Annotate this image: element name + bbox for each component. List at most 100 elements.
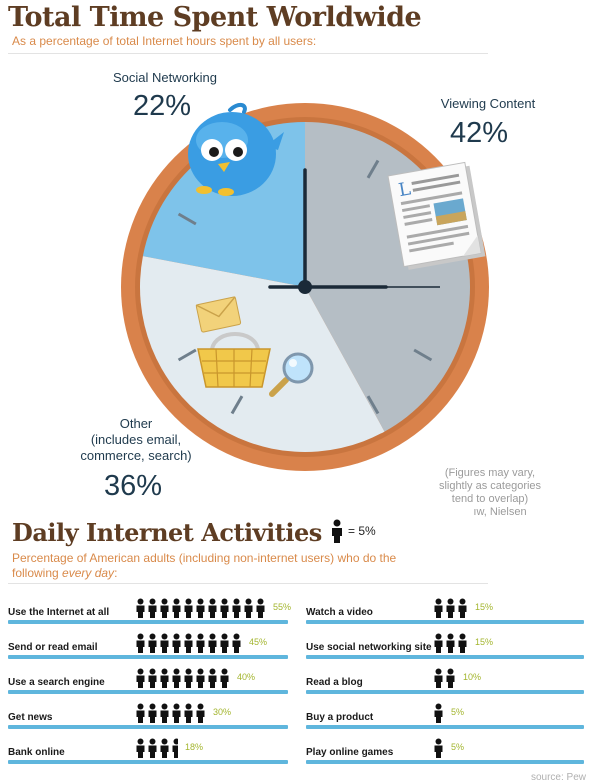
page-title: Total Time Spent Worldwide — [8, 2, 422, 33]
activity-row: Use social networking site 15% — [306, 633, 584, 659]
person-icon — [232, 633, 241, 653]
person-icon — [184, 633, 193, 653]
time-spent-clock-chart: L — [121, 103, 489, 471]
person-icon — [434, 633, 443, 653]
activity-row: Buy a product 5% — [306, 703, 584, 729]
activity-pictogram — [135, 668, 230, 688]
person-icon — [434, 668, 443, 688]
newspaper-icon: L — [387, 161, 486, 270]
envelope-icon — [195, 296, 242, 333]
activity-value: 18% — [185, 742, 204, 752]
clock-tick — [230, 395, 244, 415]
person-icon — [196, 598, 205, 618]
activities-title: Daily Internet Activities — [12, 518, 322, 547]
person-icon — [208, 633, 217, 653]
pie-label-other: Other (includes email, commerce, search) — [80, 416, 192, 463]
divider — [8, 53, 488, 54]
activity-value: 15% — [475, 637, 494, 647]
activities-legend: = 5% — [330, 519, 376, 543]
activity-label: Play online games — [306, 747, 394, 758]
activity-row: Use the Internet at all 55% — [8, 598, 291, 624]
activity-label: Read a blog — [306, 677, 363, 688]
person-icon — [148, 598, 157, 618]
activity-pictogram — [433, 633, 468, 653]
activity-value: 10% — [463, 672, 482, 682]
activity-pictogram — [433, 598, 468, 618]
pie-value-other: 36% — [104, 470, 163, 502]
person-icon — [172, 598, 181, 618]
activity-label: Use a search engine — [8, 677, 105, 688]
activity-pictogram — [135, 703, 206, 723]
pie-value-viewing: 42% — [450, 117, 509, 149]
activity-bar — [306, 655, 584, 659]
person-icon — [160, 633, 169, 653]
person-icon — [148, 633, 157, 653]
person-icon — [148, 703, 157, 723]
activity-value: 5% — [451, 707, 465, 717]
person-icon — [458, 633, 467, 653]
svg-text:L: L — [397, 178, 412, 201]
activity-row: Send or read email 45% — [8, 633, 288, 659]
clock-tick — [177, 212, 197, 226]
activity-row: Play online games 5% — [306, 738, 584, 764]
person-icon — [232, 598, 241, 618]
activity-value: 30% — [213, 707, 232, 717]
person-icon — [434, 738, 443, 758]
activity-bar — [306, 760, 584, 764]
activity-row: Use a search engine 40% — [8, 668, 288, 694]
person-icon — [160, 598, 169, 618]
clock-tick — [366, 159, 380, 179]
person-icon — [196, 668, 205, 688]
legend-label: = 5% — [348, 524, 376, 538]
person-icon — [184, 598, 193, 618]
clock-tick — [413, 348, 433, 362]
activity-value: 5% — [451, 742, 465, 752]
person-icon — [148, 668, 157, 688]
person-icon — [196, 703, 205, 723]
pie-label-social: Social Networking — [112, 70, 218, 85]
divider — [8, 583, 488, 584]
activity-pictogram — [433, 668, 456, 688]
pie-footnote: (Figures may vary, slightly as categorie… — [438, 467, 542, 518]
activities-subtitle: Percentage of American adults (including… — [12, 551, 397, 580]
activity-row: Get news 30% — [8, 703, 288, 729]
activity-bar — [306, 690, 584, 694]
activity-bar — [306, 725, 584, 729]
person-icon — [220, 668, 229, 688]
pie-value-social: 22% — [133, 90, 192, 122]
person-icon — [160, 668, 169, 688]
activity-label: Watch a video — [306, 607, 373, 618]
person-icon — [172, 668, 181, 688]
person-icon — [458, 598, 467, 618]
activity-value: 40% — [237, 672, 256, 682]
activity-bar — [8, 620, 288, 624]
person-icon — [136, 633, 145, 653]
clock-tick — [177, 348, 197, 362]
twitter-bird-icon — [188, 103, 284, 196]
person-icon — [172, 703, 181, 723]
activity-pictogram — [135, 633, 242, 653]
person-icon — [136, 703, 145, 723]
activity-pictogram — [135, 738, 178, 758]
clock-center-pin — [298, 280, 312, 294]
person-icon — [208, 598, 217, 618]
activity-bar — [8, 655, 288, 659]
magnifier-icon — [269, 352, 314, 397]
person-icon — [256, 598, 265, 618]
shopping-basket-icon — [197, 332, 271, 388]
person-icon — [136, 598, 145, 618]
activity-label: Buy a product — [306, 712, 374, 723]
person-icon — [434, 598, 443, 618]
person-icon — [220, 598, 229, 618]
activity-label: Bank online — [8, 747, 65, 758]
person-icon — [136, 668, 145, 688]
person-icon — [148, 738, 157, 758]
page-subtitle: As a percentage of total Internet hours … — [12, 34, 317, 48]
activity-pictogram — [433, 738, 444, 758]
person-icon — [446, 633, 455, 653]
activity-value: 15% — [475, 602, 494, 612]
person-icon — [208, 668, 217, 688]
activity-row: Bank online 18% — [8, 738, 288, 764]
person-icon — [434, 703, 443, 723]
activity-label: Use social networking site — [306, 642, 432, 653]
